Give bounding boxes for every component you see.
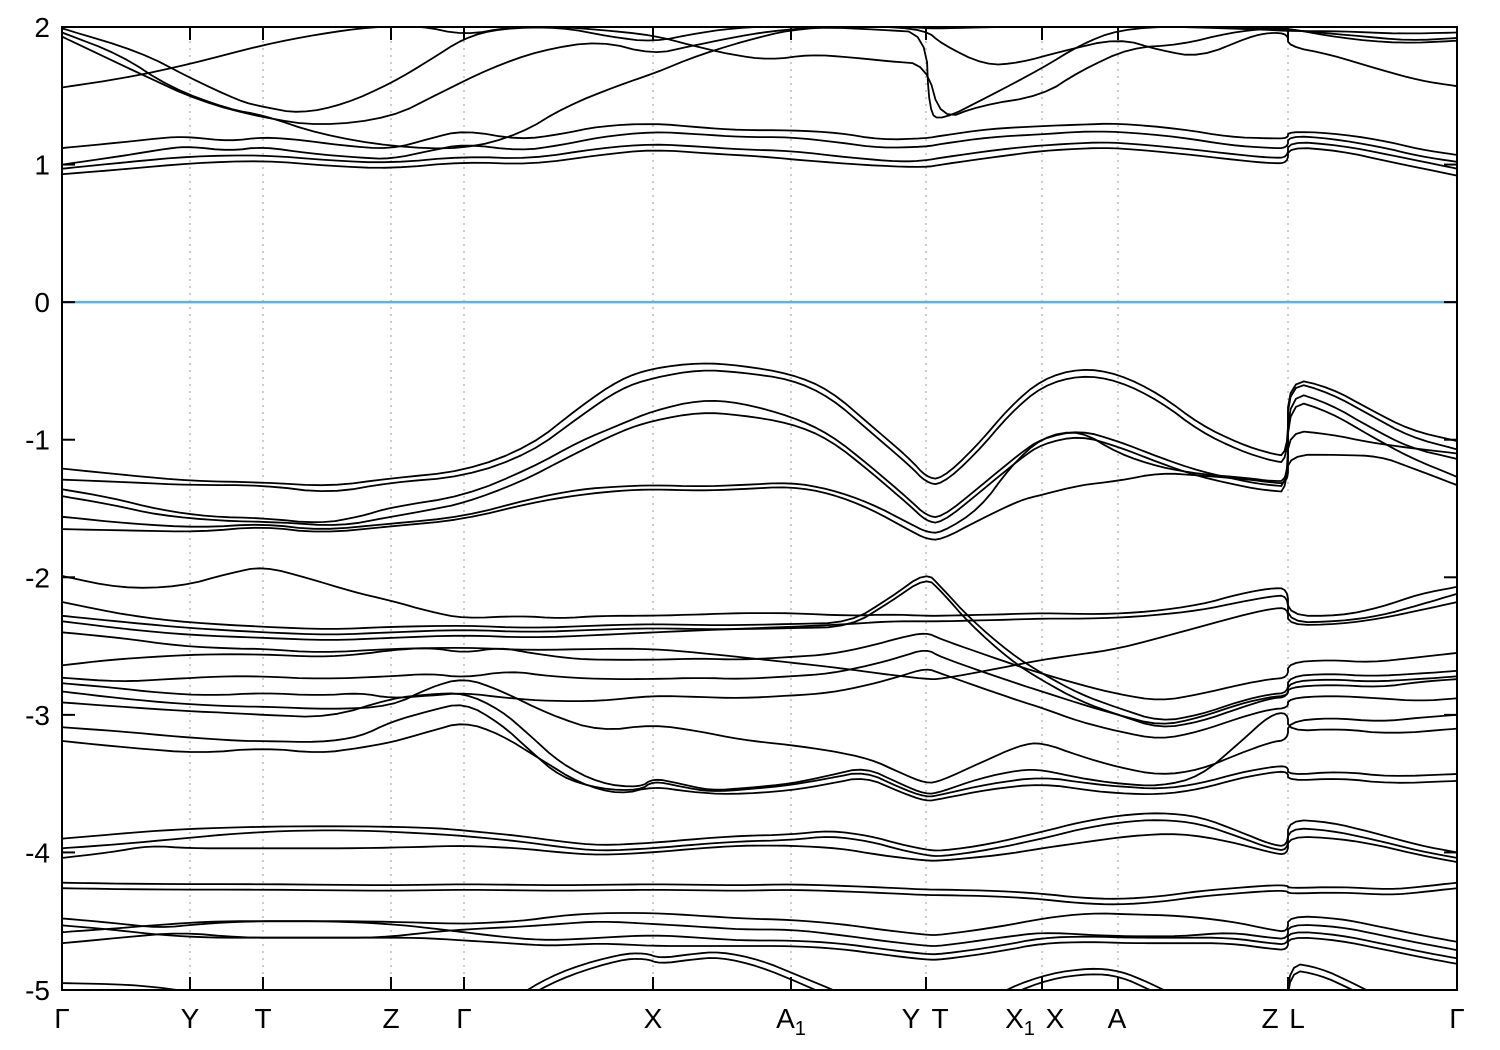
band-12	[62, 402, 1457, 526]
k-point-label: Y	[181, 1003, 200, 1034]
band-21	[62, 650, 1457, 725]
band-10	[62, 369, 1457, 492]
k-point-label: T	[254, 1003, 271, 1034]
band-05	[62, 122, 1457, 156]
plot-border	[61, 26, 1458, 991]
band-24	[62, 692, 1457, 795]
k-point-label: Y	[902, 1003, 921, 1034]
band-22	[62, 668, 1457, 739]
band-06	[62, 130, 1457, 166]
k-point-label: Γ	[1449, 1003, 1464, 1034]
y-tick-label: -4	[25, 837, 50, 868]
band-27	[62, 812, 1457, 854]
k-point-label: A1	[776, 1003, 806, 1040]
band-15	[62, 567, 1457, 619]
band-19	[62, 601, 1457, 680]
k-point-label: Γ	[54, 1003, 69, 1034]
band-01	[62, 27, 1457, 113]
x-axis-labels: Γ Y T Z Γ X A1 Y T X1 X A Z L Γ	[54, 1003, 1464, 1040]
band-29	[62, 833, 1457, 863]
band-35	[62, 932, 1457, 965]
band-23	[62, 679, 1457, 784]
k-point-label: Z	[1261, 1003, 1278, 1034]
band-30	[62, 881, 1457, 900]
y-tick-label: -1	[25, 425, 50, 456]
y-axis-labels: 2 1 0 -1 -2 -3 -4 -5	[25, 12, 50, 1006]
y-tick-label: 1	[34, 150, 50, 181]
band-18	[62, 592, 1457, 641]
band-11	[62, 394, 1457, 524]
k-point-label: L	[1289, 1003, 1305, 1034]
k-point-label: Z	[382, 1003, 399, 1034]
k-point-label: X	[644, 1003, 663, 1034]
band-20	[62, 632, 1457, 701]
k-point-label: T	[931, 1003, 948, 1034]
band-07	[62, 141, 1457, 170]
y-tick-label: -5	[25, 975, 50, 1006]
k-point-label: Γ	[456, 1003, 471, 1034]
band-08	[62, 147, 1457, 177]
y-tick-label: 0	[34, 287, 50, 318]
k-point-label: X1	[1005, 1003, 1035, 1040]
band-13	[62, 430, 1457, 534]
band-37	[537, 957, 1355, 990]
band-14	[62, 453, 1457, 541]
band-curves	[62, 27, 1457, 990]
band-25	[62, 704, 1457, 798]
band-26	[62, 723, 1457, 802]
y-tick-label: -2	[25, 562, 50, 593]
k-point-label: X	[1046, 1003, 1065, 1034]
k-point-label: A	[1108, 1003, 1127, 1034]
band-31	[62, 887, 1457, 906]
band-09	[62, 362, 1457, 487]
band-28	[62, 819, 1457, 859]
band-34	[62, 920, 1457, 960]
band-04	[62, 27, 1457, 116]
y-tick-label: 2	[34, 12, 50, 43]
tick-marks	[62, 26, 1457, 991]
y-tick-label: -3	[25, 700, 50, 731]
